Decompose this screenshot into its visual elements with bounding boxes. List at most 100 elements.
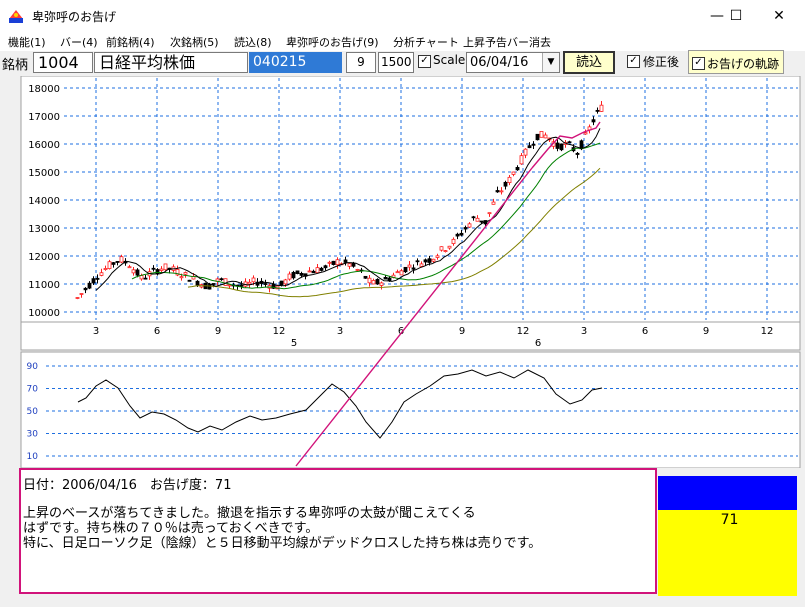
candle-body bbox=[539, 131, 544, 138]
candle-body bbox=[87, 282, 92, 289]
menu-function[interactable]: 機能(1) bbox=[8, 36, 46, 49]
adjusted-label: 修正後 bbox=[643, 55, 680, 69]
date-select-value: 06/04/16 bbox=[470, 55, 529, 70]
candle-body bbox=[343, 259, 348, 263]
oscillator-panel bbox=[20, 351, 801, 468]
date-axis-tick: 9 bbox=[215, 326, 221, 337]
osc-y-tick: 70 bbox=[27, 385, 39, 395]
candle-body bbox=[159, 268, 164, 271]
candle-body bbox=[207, 284, 212, 290]
chevron-down-icon[interactable]: ▼ bbox=[542, 53, 559, 72]
candle-body bbox=[211, 283, 216, 285]
candle-body bbox=[115, 261, 120, 263]
candle-body bbox=[307, 270, 312, 273]
maximize-icon: ☐ bbox=[729, 7, 743, 24]
message-body: 上昇のベースが落ちてきました。撤退を指示する卑弥呼の太鼓が聞こえてくる はずです… bbox=[23, 506, 542, 551]
candle-body bbox=[499, 190, 504, 193]
menu-oracle[interactable]: 卑弥呼のお告げ(9) bbox=[286, 36, 379, 49]
oracle-track-label: お告げの軌跡 bbox=[707, 57, 780, 71]
stock-name-field[interactable]: 日経平均株価 bbox=[94, 52, 248, 73]
candle-body bbox=[435, 255, 440, 258]
candle-body bbox=[363, 275, 368, 279]
candle-body bbox=[127, 266, 132, 269]
candle-body bbox=[599, 104, 604, 112]
candle-body bbox=[471, 216, 476, 219]
app-icon bbox=[8, 8, 24, 24]
candle-body bbox=[103, 268, 108, 270]
candle-body bbox=[79, 293, 84, 295]
candle-body bbox=[591, 119, 596, 123]
menu-analysis-chart[interactable]: 分析チャート bbox=[393, 36, 459, 49]
menu-next-stock[interactable]: 次銘柄(5) bbox=[170, 36, 219, 49]
candle-body bbox=[179, 276, 184, 279]
candle-body bbox=[131, 269, 136, 274]
candle-body bbox=[151, 267, 156, 270]
candle-body bbox=[335, 259, 340, 266]
date-axis-tick: 3 bbox=[581, 326, 587, 337]
close-button[interactable]: ✕ bbox=[757, 0, 801, 31]
candle-body bbox=[279, 280, 284, 286]
menu-load[interactable]: 読込(8) bbox=[234, 36, 272, 49]
load-button[interactable]: 読込 bbox=[563, 51, 615, 74]
price-y-tick: 13000 bbox=[28, 224, 60, 235]
candle-body bbox=[519, 155, 524, 165]
oracle-track-toggle[interactable]: ✓ お告げの軌跡 bbox=[688, 50, 784, 74]
candle-body bbox=[427, 258, 432, 263]
scale-checkbox[interactable]: ✓ bbox=[418, 55, 431, 68]
candle-body bbox=[135, 269, 140, 276]
adjusted-checkbox[interactable]: ✓ bbox=[627, 55, 640, 68]
candle-body bbox=[327, 261, 332, 264]
candle-body bbox=[479, 220, 484, 223]
date-axis-tick: 6 bbox=[642, 326, 648, 337]
menu-prev-stock[interactable]: 前銘柄(4) bbox=[106, 36, 155, 49]
date-axis-tick: 3 bbox=[337, 326, 343, 337]
candle-body bbox=[523, 148, 528, 156]
candle-body bbox=[459, 232, 464, 236]
candle-body bbox=[183, 272, 188, 275]
osc-y-tick: 90 bbox=[27, 362, 39, 372]
candle-body bbox=[423, 259, 428, 263]
oracle-track-checkbox[interactable]: ✓ bbox=[692, 57, 705, 70]
date-axis-panel bbox=[20, 321, 801, 351]
candle-body bbox=[439, 246, 444, 251]
date-axis-tick: 12 bbox=[517, 326, 530, 337]
window-title: 卑弥呼のお告げ bbox=[32, 10, 117, 24]
candle-body bbox=[399, 270, 404, 276]
candle-body bbox=[75, 297, 80, 299]
candle-body bbox=[299, 272, 304, 276]
ma-short-line bbox=[95, 128, 601, 291]
menu-bar-item[interactable]: バー(4) bbox=[60, 36, 98, 49]
candle-body bbox=[331, 260, 336, 265]
date-axis: 3 6 9 12 3 6 9 12 3 6 9 12 5 6 bbox=[93, 326, 774, 349]
price-y-tick: 10000 bbox=[28, 308, 60, 319]
price-y-tick: 18000 bbox=[28, 84, 60, 95]
bars-field[interactable]: 9 bbox=[346, 52, 376, 73]
date-select[interactable]: 06/04/16 ▼ bbox=[466, 52, 560, 73]
candle-body bbox=[223, 278, 228, 286]
chart-area: 18000 17000 16000 15000 14000 13000 12000 11000… bbox=[20, 76, 801, 468]
close-icon: ✕ bbox=[773, 7, 785, 24]
minimize-button[interactable]: — bbox=[710, 7, 724, 24]
oracle-pointer-line bbox=[295, 167, 533, 467]
candle-body bbox=[95, 277, 100, 280]
menu-clear-rise-bar[interactable]: 上昇予告バー消去 bbox=[463, 36, 551, 49]
oracle-message-box: 日付：2006/04/16 お告げ度：71 上昇のベースが落ちてきました。撤退を… bbox=[19, 468, 657, 594]
candle-body bbox=[511, 171, 516, 175]
count-field[interactable]: 1500 bbox=[378, 52, 414, 73]
candle-body bbox=[311, 270, 316, 274]
stock-code-field[interactable]: 1004 bbox=[33, 52, 93, 73]
start-date-field[interactable]: 040215 bbox=[249, 52, 342, 73]
price-y-tick: 17000 bbox=[28, 112, 60, 123]
candle-body bbox=[455, 233, 460, 237]
price-y-tick: 12000 bbox=[28, 252, 60, 263]
oscillator-grid bbox=[46, 365, 798, 457]
price-y-tick: 14000 bbox=[28, 196, 60, 207]
candle-body bbox=[543, 134, 548, 139]
maximize-button[interactable]: ☐ bbox=[714, 0, 758, 31]
candle-body bbox=[219, 278, 224, 281]
candle-body bbox=[415, 260, 420, 263]
price-y-tick: 11000 bbox=[28, 280, 60, 291]
candle-body bbox=[111, 262, 116, 265]
candle-body bbox=[419, 263, 424, 267]
menu-bar: 機能(1) バー(4) 前銘柄(4) 次銘柄(5) 読込(8) 卑弥呼のお告げ(… bbox=[0, 31, 805, 51]
